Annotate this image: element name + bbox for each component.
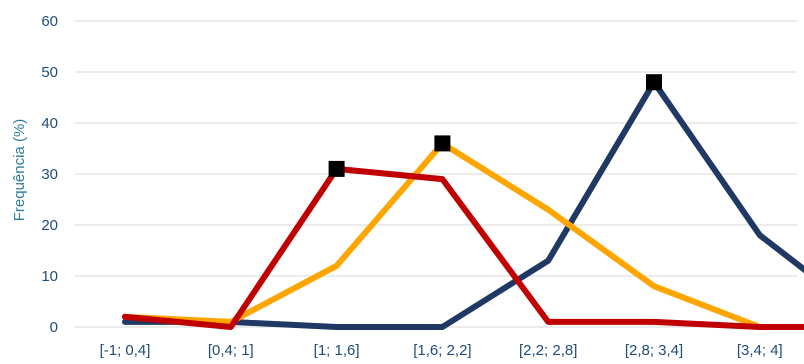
- series-line-3: [122, 165, 804, 330]
- y-tick-label: 30: [41, 166, 58, 183]
- y-tick-label: 10: [41, 268, 58, 285]
- gridlines: [75, 20, 797, 328]
- x-tick-label: [-1; 0,4]: [100, 342, 151, 359]
- x-axis-ticks: [-1; 0,4] [0,4; 1] [1; 1,6] [1,6; 2,2] [2,2;…: [100, 342, 783, 359]
- y-axis-ticks: 0 10 20 30 40 50 60: [41, 13, 58, 336]
- peak-markers: [328, 74, 662, 177]
- x-tick-label: [1; 1,6]: [314, 342, 360, 359]
- series-line-2: [122, 140, 804, 330]
- y-tick-label: 40: [41, 115, 58, 132]
- peak-marker-series-3: [328, 160, 345, 177]
- series-line-1: [122, 79, 804, 330]
- x-tick-label: [1,6; 2,2]: [413, 342, 471, 359]
- x-tick-label: [2,8; 3,4]: [625, 342, 683, 359]
- peak-marker-series-2: [434, 135, 451, 152]
- x-tick-label: [3,4; 4]: [737, 342, 783, 359]
- y-tick-label: 0: [50, 319, 58, 336]
- x-tick-label: [0,4; 1]: [208, 342, 254, 359]
- series-lines: [122, 79, 804, 330]
- y-tick-label: 50: [41, 64, 58, 81]
- y-axis-title: Frequência (%): [11, 119, 28, 222]
- x-tick-label: [2,2; 2,8]: [519, 342, 577, 359]
- y-tick-label: 20: [41, 217, 58, 234]
- peak-marker-series-1: [646, 74, 662, 91]
- y-tick-label: 60: [41, 13, 58, 30]
